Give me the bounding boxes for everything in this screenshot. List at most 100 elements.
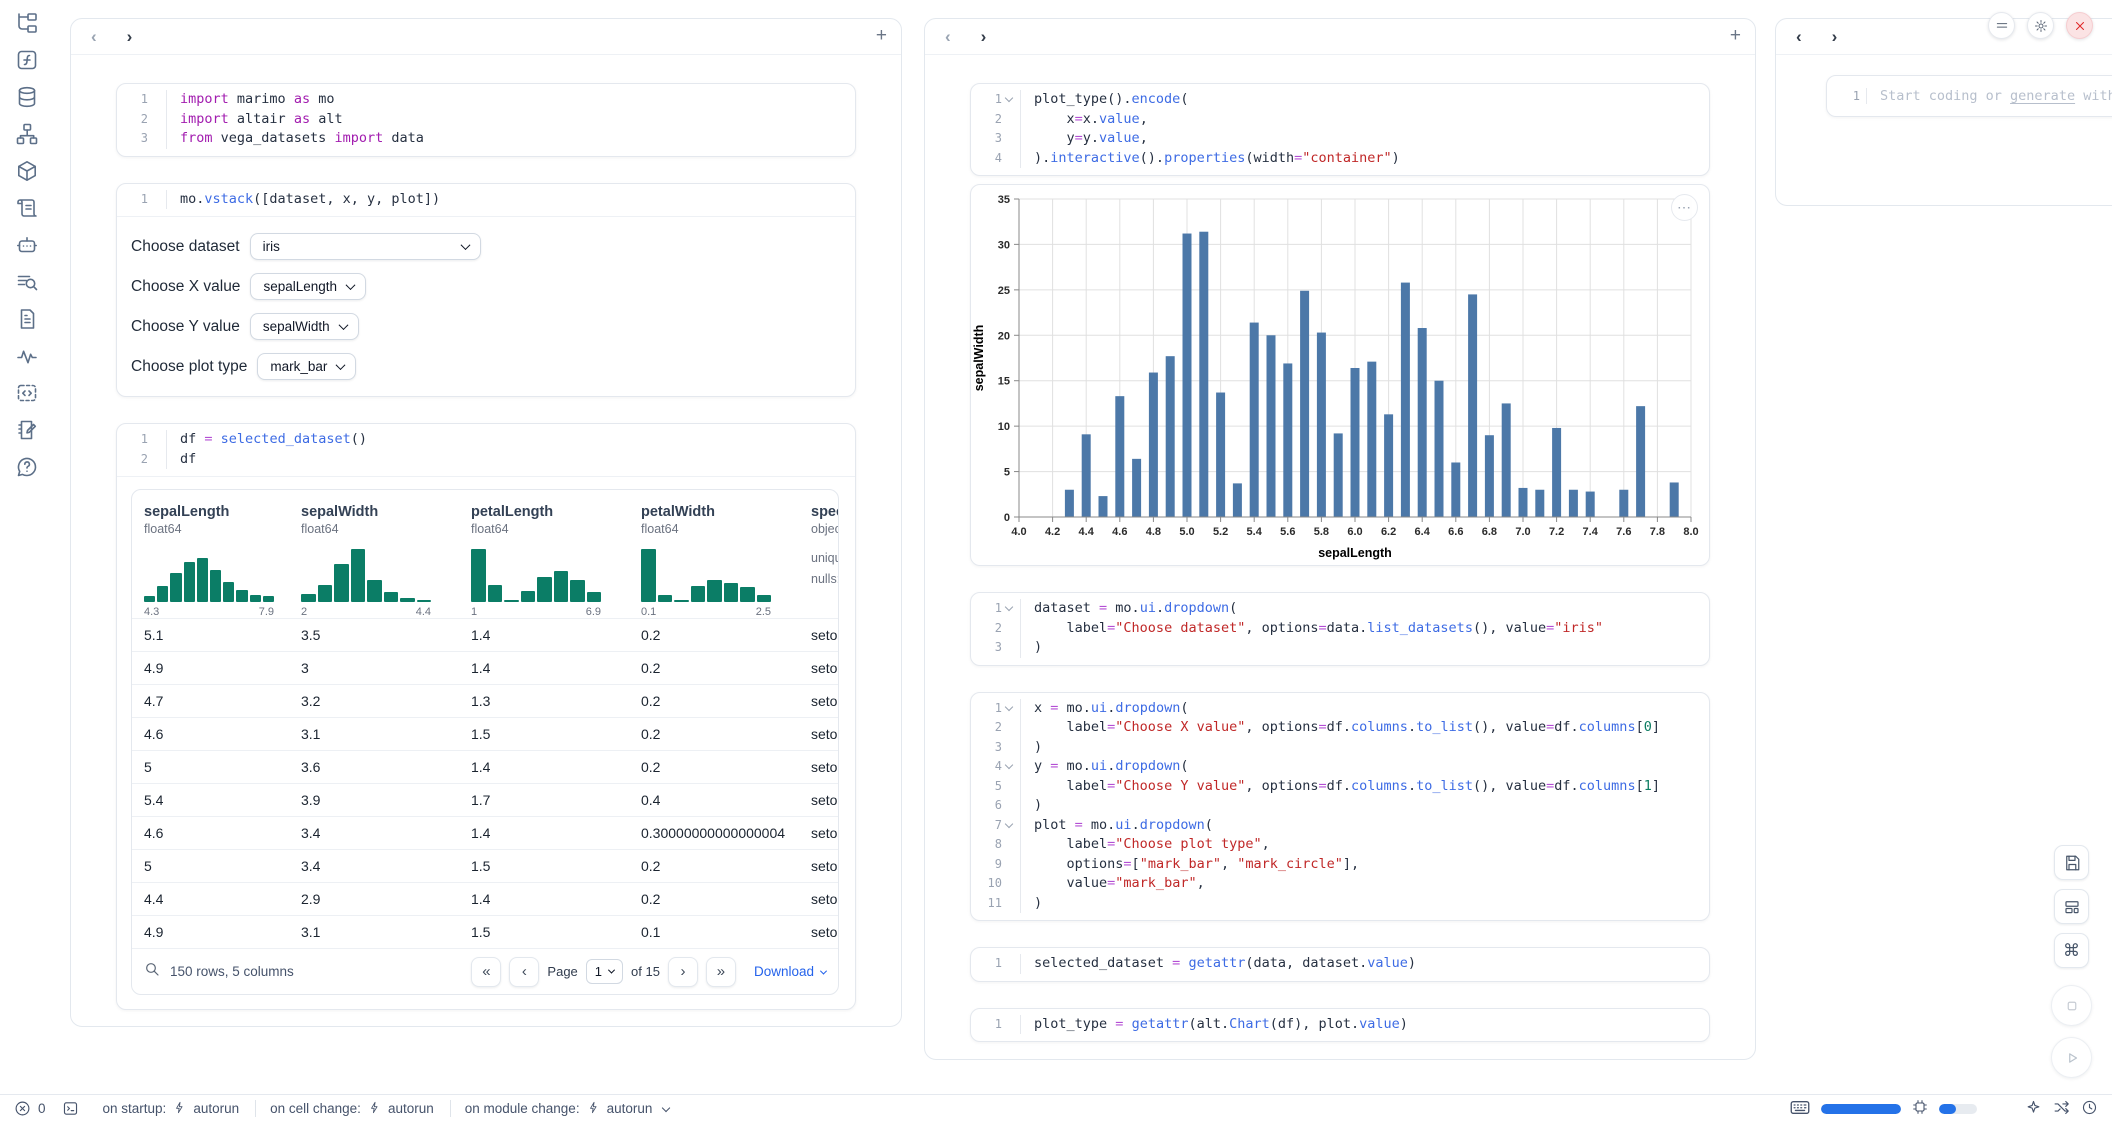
bar-chart[interactable]: 4.04.24.44.64.85.05.25.45.65.86.06.26.46… [971,185,1707,565]
cpu-button[interactable] [1912,1099,1928,1118]
command-palette-button[interactable]: ⌘ [2054,933,2089,968]
code-line[interactable]: 1selected_dataset = getattr(data, datase… [979,954,1697,974]
fold-chevron-icon[interactable] [1005,821,1014,830]
code-line[interactable]: 3from vega_datasets import data [125,129,843,149]
table-row[interactable]: 4.42.91.40.2setosa [132,882,838,915]
cell-placeholder[interactable]: Start coding or generate with [1867,88,2112,104]
code-line[interactable]: 8 label="Choose plot type", [979,835,1697,855]
packages-icon[interactable] [15,159,41,185]
code-line[interactable]: 1plot_type().encode( [979,90,1697,110]
tracing-icon[interactable] [15,344,41,370]
code-line[interactable]: 5 label="Choose Y value", options=df.col… [979,777,1697,797]
cell-imports[interactable]: 1import marimo as mo2import altair as al… [116,83,856,157]
code-line[interactable]: 7plot = mo.ui.dropdown( [979,816,1697,836]
ai-assistant-button[interactable] [2025,1099,2042,1119]
database-icon[interactable] [15,85,41,111]
code-line[interactable]: 11) [979,894,1697,914]
dataset-select[interactable]: iris [250,233,481,260]
table-row[interactable]: 4.93.11.50.1setosa [132,915,838,948]
scratchpad-icon[interactable] [15,418,41,444]
shuffle-button[interactable] [2053,1099,2070,1119]
cell-xy-plot-dropdowns[interactable]: 1x = mo.ui.dropdown(2 label="Choose X va… [970,692,1710,922]
cell-plot-type[interactable]: 1plot_type = getattr(alt.Chart(df), plot… [970,1008,1710,1043]
menu-button[interactable] [1988,12,2015,39]
code-line[interactable]: 1x = mo.ui.dropdown( [979,699,1697,719]
code-line[interactable]: 2import altair as alt [125,110,843,130]
code-line[interactable]: 1plot_type = getattr(alt.Chart(df), plot… [979,1015,1697,1035]
table-row[interactable]: 4.73.21.30.2setosa [132,684,838,717]
table-row[interactable]: 53.61.40.2setosa [132,750,838,783]
next-column-button[interactable]: › [1830,28,1840,45]
column-header-sepalWidth[interactable]: sepalWidthfloat6424.4 [301,504,471,618]
on-startup-setting[interactable]: on startup: autorun [103,1101,240,1117]
code-line[interactable]: 2 label="Choose dataset", options=data.l… [979,619,1697,639]
next-column-button[interactable]: › [125,28,135,45]
on-cell-change-setting[interactable]: on cell change: autorun [270,1101,434,1117]
help-icon[interactable] [15,455,41,481]
prev-column-button[interactable]: ‹ [1794,28,1804,45]
cpu-usage-meter[interactable] [1939,1104,1977,1114]
prev-page-button[interactable]: ‹ [509,957,539,987]
table-row[interactable]: 53.41.50.2setosa [132,849,838,882]
column-histogram[interactable] [144,546,274,602]
table-row[interactable]: 5.43.91.70.4setosa [132,783,838,816]
save-button[interactable] [2054,845,2089,880]
table-row[interactable]: 4.63.41.40.30000000000000004setosa [132,816,838,849]
dependency-graph-icon[interactable] [15,122,41,148]
cell-selected-dataset[interactable]: 1selected_dataset = getattr(data, datase… [970,947,1710,982]
column-header-species[interactable]: speciesobjectuniquenulls: [811,504,838,618]
fold-chevron-icon[interactable] [1005,604,1014,613]
ai-chat-icon[interactable] [15,233,41,259]
column-histogram[interactable] [471,546,601,602]
code-line[interactable]: 10 value="mark_bar", [979,874,1697,894]
documentation-icon[interactable] [15,307,41,333]
history-button[interactable] [2081,1099,2098,1119]
chart-actions-button[interactable]: ⋯ [1671,194,1698,221]
code-line[interactable]: 1mo.vstack([dataset, x, y, plot]) [125,190,843,210]
cell-encode[interactable]: 1plot_type().encode(2 x=x.value,3 y=y.va… [970,83,1710,176]
table-row[interactable]: 4.931.40.2setosa [132,651,838,684]
generate-link[interactable]: generate [2010,88,2075,104]
plot-type-select[interactable]: mark_bar [257,353,356,380]
table-row[interactable]: 4.63.11.50.2setosa [132,717,838,750]
code-line[interactable]: 4y = mo.ui.dropdown( [979,757,1697,777]
cell-dataset-dropdown[interactable]: 1dataset = mo.ui.dropdown(2 label="Choos… [970,592,1710,666]
cell-df[interactable]: 1df = selected_dataset()2df sepalLengthf… [116,423,856,1010]
column-histogram[interactable] [301,546,431,602]
column-header-petalLength[interactable]: petalLengthfloat6416.9 [471,504,641,618]
column-histogram[interactable] [641,546,771,602]
search-icon[interactable] [144,961,160,982]
fold-chevron-icon[interactable] [1005,704,1014,713]
code-line[interactable]: 4).interactive().properties(width="conta… [979,149,1697,169]
run-button[interactable] [2051,1037,2092,1078]
terminal-button[interactable] [62,1100,79,1117]
cell-vstack[interactable]: 1mo.vstack([dataset, x, y, plot]) Choose… [116,183,856,398]
code-line[interactable]: 3) [979,638,1697,658]
error-indicator[interactable]: 0 [14,1100,46,1117]
code-line[interactable]: 9 options=["mark_bar", "mark_circle"], [979,855,1697,875]
x-value-select[interactable]: sepalLength [250,273,366,300]
fold-chevron-icon[interactable] [1005,762,1014,771]
prev-column-button[interactable]: ‹ [943,28,953,45]
code-line[interactable]: 1import marimo as mo [125,90,843,110]
layout-button[interactable] [2054,889,2089,924]
fold-chevron-icon[interactable] [1005,95,1014,104]
add-cell-button[interactable]: + [1730,26,1741,45]
settings-button[interactable] [2027,12,2054,39]
column-header-sepalLength[interactable]: sepalLengthfloat644.37.9 [144,504,301,618]
column-header-petalWidth[interactable]: petalWidthfloat640.12.5 [641,504,811,618]
code-line[interactable]: 3) [979,738,1697,758]
empty-cell[interactable]: 1 Start coding or generate with [1826,75,2112,117]
code-line[interactable]: 1df = selected_dataset() [125,430,843,450]
functions-icon[interactable] [15,48,41,74]
page-select[interactable]: 1 [586,959,623,984]
code-line[interactable]: 2 x=x.value, [979,110,1697,130]
keyboard-shortcuts-button[interactable] [1790,1100,1810,1118]
next-page-button[interactable]: › [668,957,698,987]
download-button[interactable]: Download [754,964,826,979]
code-line[interactable]: 3 y=y.value, [979,129,1697,149]
logs-search-icon[interactable] [15,270,41,296]
code-line[interactable]: 2df [125,450,843,470]
memory-usage-meter[interactable] [1821,1104,1901,1114]
stop-button[interactable] [2051,985,2092,1026]
